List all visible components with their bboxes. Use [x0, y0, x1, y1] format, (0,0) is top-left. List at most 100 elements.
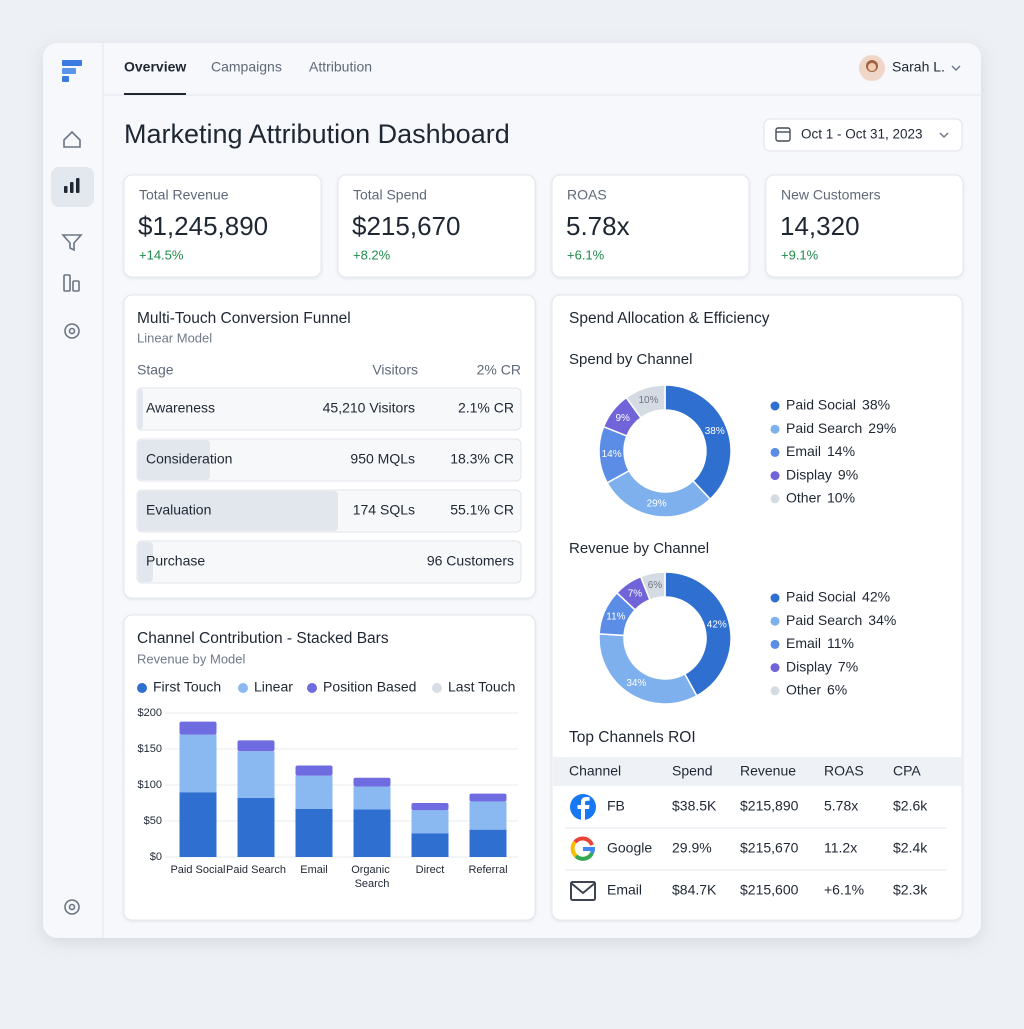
- slice-label: 42%: [707, 619, 727, 630]
- date-picker[interactable]: [763, 118, 963, 152]
- settings-icon-hub: [68, 327, 76, 335]
- bar-segment: [353, 777, 391, 787]
- bar-segment: [179, 792, 217, 857]
- table-cell: $84.7K: [672, 882, 717, 898]
- tab[interactable]: Campaigns: [211, 59, 282, 75]
- funnel-fill: [138, 440, 210, 480]
- funnel-stage: Evaluation: [146, 502, 211, 518]
- kpi-change: +6.1%: [567, 247, 605, 262]
- chevron: [951, 65, 961, 71]
- bar-segment: [469, 829, 507, 857]
- y-tick-label: $200: [138, 707, 162, 719]
- funnel-cr: 55.1% CR: [450, 502, 514, 518]
- y-tick-label: $100: [138, 779, 162, 791]
- slice-label: 11%: [606, 611, 625, 622]
- legend-value: 9%: [838, 466, 858, 482]
- bar-segment: [295, 775, 333, 809]
- slice-label: 9%: [616, 413, 631, 424]
- email-icon: [570, 881, 596, 901]
- legend-value: 6%: [827, 682, 847, 698]
- table-cell: $215,600: [740, 882, 799, 898]
- legend-swatch: [307, 683, 317, 693]
- section-title: Top Channels ROI: [569, 729, 696, 746]
- table-cell: 5.78x: [824, 798, 858, 814]
- funnel-header: Visitors: [372, 362, 418, 378]
- legend-swatch: [770, 494, 780, 504]
- page-title: Marketing Attribution Dashboard: [124, 119, 510, 149]
- funnel-cr: 18.3% CR: [450, 451, 514, 467]
- donut-slice: [664, 384, 732, 501]
- bar-segment: [469, 793, 507, 802]
- bar-segment: [353, 809, 391, 857]
- table-cell: Google: [607, 840, 652, 856]
- legend-swatch: [770, 639, 780, 649]
- bar-chart-icon: [64, 178, 80, 193]
- legend-label: Paid Social: [786, 397, 856, 413]
- kpi-card: [337, 174, 536, 278]
- reports-icon-bar: [72, 280, 80, 292]
- settings-bottom-icon[interactable]: [64, 899, 80, 915]
- bar-segment: [179, 734, 217, 793]
- calendar-icon: [775, 127, 791, 142]
- facebook-icon: [570, 794, 596, 820]
- kpi-card: [765, 174, 964, 278]
- y-tick-label: $150: [138, 743, 162, 755]
- legend-label: Linear: [254, 679, 293, 695]
- card-subtitle: Linear Model: [137, 330, 212, 345]
- bar-segment: [411, 803, 449, 811]
- legend-value: 10%: [827, 490, 855, 506]
- funnel-fill: [138, 491, 338, 531]
- slice-label: 10%: [638, 395, 658, 406]
- y-tick-label: $50: [144, 815, 162, 827]
- legend-label: Paid Social: [786, 589, 856, 605]
- x-tick-label: Paid Social: [170, 864, 225, 876]
- kpi-change: +9.1%: [781, 247, 819, 262]
- chevron: [939, 132, 949, 138]
- settings-icon[interactable]: [64, 323, 80, 339]
- bar-segment: [237, 797, 275, 857]
- date-range[interactable]: Oct 1 - Oct 31, 2023: [801, 127, 923, 142]
- x-tick-label: Email: [300, 864, 328, 876]
- bar-segment: [237, 740, 275, 752]
- table-cell: 29.9%: [672, 840, 712, 856]
- legend-value: 34%: [868, 612, 896, 628]
- funnel-stage: Consideration: [146, 451, 232, 467]
- tab[interactable]: Attribution: [309, 59, 372, 75]
- user-avatar[interactable]: [859, 55, 885, 81]
- legend-swatch: [432, 683, 442, 693]
- table-cell: FB: [607, 798, 625, 814]
- slice-label: 34%: [626, 678, 646, 689]
- home-icon[interactable]: [63, 130, 81, 148]
- funnel-icon[interactable]: [61, 234, 83, 252]
- table-header: Revenue: [740, 763, 796, 779]
- x-tick-label: Organic Search: [351, 864, 393, 890]
- legend-swatch: [770, 447, 780, 457]
- table-cell: $215,890: [740, 798, 799, 814]
- donut-slice: [664, 571, 732, 697]
- reports-icon[interactable]: [63, 274, 71, 292]
- legend-swatch: [770, 593, 780, 603]
- x-tick-label: Referral: [468, 864, 507, 876]
- funnel-row: [136, 540, 522, 584]
- table-header: Spend: [672, 763, 712, 779]
- funnel-count: 45,210 Visitors: [323, 400, 415, 416]
- funnel-count: 174 SQLs: [353, 502, 415, 518]
- logo: [62, 60, 82, 82]
- funnel-row: [136, 438, 522, 482]
- slice-label: 6%: [648, 580, 663, 591]
- legend-swatch: [770, 686, 780, 696]
- table-header-bg: [553, 757, 962, 786]
- kpi-label: ROAS: [567, 187, 607, 203]
- kpi-value: $1,245,890: [138, 211, 268, 241]
- slice-label: 7%: [628, 588, 643, 599]
- legend-value: 7%: [838, 658, 858, 674]
- bar-segment: [411, 810, 449, 834]
- funnel-row: [136, 387, 522, 431]
- bar-segment: [295, 765, 333, 776]
- legend-label: Last Touch: [448, 679, 515, 695]
- tab-active[interactable]: Overview: [124, 59, 186, 75]
- legend-label: Display: [786, 466, 832, 482]
- user-name[interactable]: Sarah L.: [892, 59, 945, 75]
- funnel-count: 950 MQLs: [350, 451, 415, 467]
- legend-label: Other: [786, 490, 821, 506]
